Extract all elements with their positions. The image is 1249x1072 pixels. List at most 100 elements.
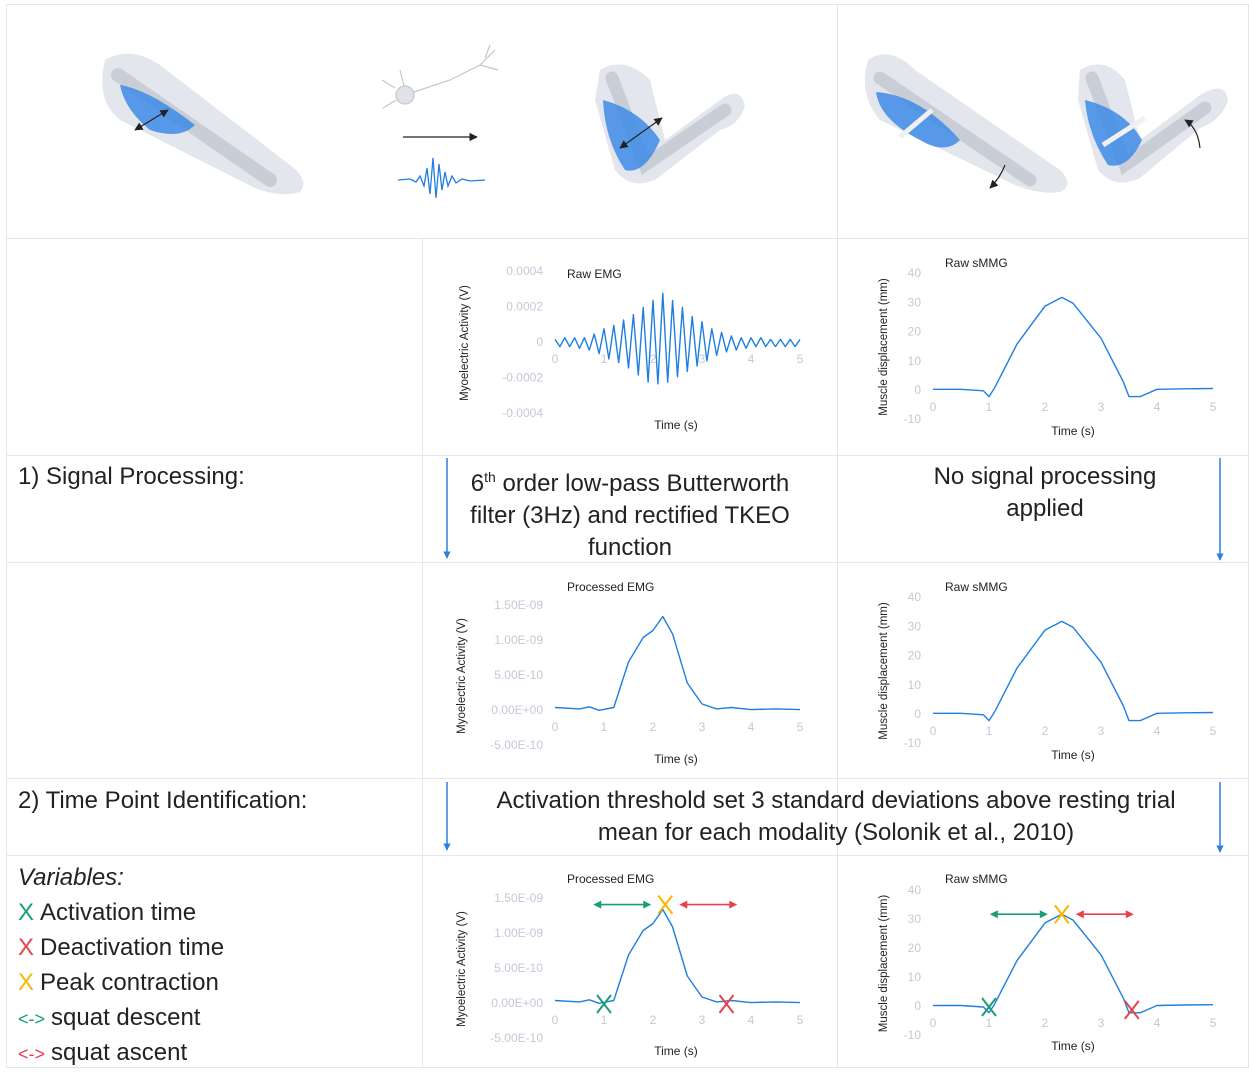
y-axis-label: Myoelectric Activity (V): [456, 911, 468, 1027]
legend-symbol: X: [18, 969, 34, 996]
data-line: [933, 621, 1213, 720]
arrow-head: [593, 901, 601, 909]
x-tick-label: 4: [748, 720, 755, 734]
data-line: [555, 617, 800, 711]
arrow-head: [729, 901, 737, 909]
y-tick-label: 5.00E-10: [494, 668, 543, 682]
arm-straight: [102, 54, 303, 195]
x-axis-label: Time (s): [1051, 1039, 1095, 1053]
x-tick-label: 0: [930, 400, 937, 414]
chart-title: Raw sMMG: [945, 256, 1008, 270]
y-tick-label: 5.00E-10: [494, 961, 543, 975]
y-tick-label: -5.00E-10: [490, 738, 543, 752]
legend-symbol: <->: [18, 1009, 45, 1029]
y-tick-label: 10: [908, 678, 922, 692]
y-tick-label: -0.0002: [502, 371, 543, 385]
phase-arrow: [679, 901, 737, 909]
y-tick-label: 1.00E-09: [494, 633, 543, 647]
x-tick-label: 4: [1154, 1016, 1161, 1030]
text: order low-pass Butterworth filter (3Hz) …: [470, 470, 790, 561]
step-text: No signal processing applied: [900, 461, 1190, 525]
x-tick-label: 4: [1154, 400, 1161, 414]
x-axis-label: Time (s): [654, 418, 698, 432]
arrow-head: [1126, 910, 1134, 918]
y-tick-label: 40: [908, 590, 922, 604]
x-tick-label: 3: [1098, 1016, 1105, 1030]
y-tick-label: 20: [908, 325, 922, 339]
phase-arrow: [990, 910, 1048, 918]
legend-text: Deactivation time: [40, 934, 224, 961]
y-tick-label: -10: [904, 1028, 922, 1042]
x-tick-label: 4: [748, 1013, 755, 1027]
time-point-marker: [658, 896, 672, 914]
x-tick-label: 1: [601, 720, 608, 734]
neuron: [382, 45, 498, 108]
data-line: [555, 910, 800, 1004]
x-tick-label: 3: [699, 352, 706, 366]
y-tick-label: -10: [904, 412, 922, 426]
y-axis-label: Muscle displacement (mm): [878, 278, 890, 416]
y-axis-label: Muscle displacement (mm): [878, 895, 890, 1033]
y-tick-label: 0.00E+00: [491, 996, 543, 1010]
y-tick-label: 0: [914, 383, 921, 397]
x-tick-label: 4: [748, 352, 755, 366]
x-tick-label: 1: [601, 352, 608, 366]
time-point-marker: [1055, 905, 1069, 923]
y-tick-label: -5.00E-10: [490, 1031, 543, 1045]
arrow-head: [1076, 910, 1084, 918]
x-axis-label: Time (s): [1051, 424, 1095, 438]
x-tick-label: 0: [552, 720, 559, 734]
chart-title: Processed EMG: [567, 872, 654, 886]
arrow-head: [990, 910, 998, 918]
x-tick-label: 1: [986, 400, 993, 414]
y-tick-label: 0: [914, 999, 921, 1013]
legend-item: XActivation time: [18, 895, 408, 930]
x-tick-label: 4: [1154, 724, 1161, 738]
y-axis-label: Myoelectric Activity (V): [459, 285, 471, 401]
legend-item: <-> squat descent: [18, 1000, 408, 1035]
x-axis-label: Time (s): [654, 752, 698, 766]
x-tick-label: 1: [986, 1016, 993, 1030]
x-tick-label: 5: [797, 1013, 804, 1027]
data-line: [933, 297, 1213, 396]
x-tick-label: 2: [650, 720, 657, 734]
step-label: 1) Signal Processing:: [18, 461, 245, 493]
x-tick-label: 1: [986, 724, 993, 738]
y-tick-label: 1.50E-09: [494, 598, 543, 612]
emg-burst-icon: [398, 158, 485, 198]
x-tick-label: 0: [930, 724, 937, 738]
time-point-marker: [597, 995, 611, 1013]
x-tick-label: 5: [797, 352, 804, 366]
legend-text: squat descent: [51, 1004, 200, 1031]
page: { "steps": [ {"label": "1) Signal Proces…: [0, 0, 1249, 1068]
x-tick-label: 3: [699, 720, 706, 734]
y-tick-label: 1.50E-09: [494, 891, 543, 905]
x-tick-label: 5: [1210, 724, 1217, 738]
phase-arrow: [1076, 910, 1134, 918]
x-tick-label: 5: [1210, 400, 1217, 414]
legend-text: Peak contraction: [40, 969, 219, 996]
x-tick-label: 5: [1210, 1016, 1217, 1030]
legend-item: <->squat ascent: [18, 1035, 408, 1070]
x-tick-label: 2: [1042, 400, 1049, 414]
x-tick-label: 1: [601, 1013, 608, 1027]
legend-symbol: X: [18, 934, 34, 961]
arm-bent: [595, 64, 745, 183]
time-point-marker: [1125, 1001, 1139, 1019]
x-tick-label: 5: [797, 720, 804, 734]
y-tick-label: 20: [908, 649, 922, 663]
step-label: 2) Time Point Identification:: [18, 785, 307, 817]
y-tick-label: 40: [908, 266, 922, 280]
y-tick-label: 0.0004: [506, 264, 543, 278]
legend-text: squat ascent: [51, 1039, 187, 1066]
y-tick-label: 20: [908, 941, 922, 955]
y-tick-label: 0: [536, 335, 543, 349]
chart-title: Processed EMG: [567, 580, 654, 594]
x-axis-label: Time (s): [1051, 748, 1095, 762]
text: 6: [471, 470, 484, 497]
y-tick-label: 10: [908, 354, 922, 368]
x-tick-label: 2: [1042, 1016, 1049, 1030]
y-tick-label: -0.0004: [502, 406, 543, 420]
x-tick-label: 3: [1098, 724, 1105, 738]
y-tick-label: 0.0002: [506, 300, 543, 314]
